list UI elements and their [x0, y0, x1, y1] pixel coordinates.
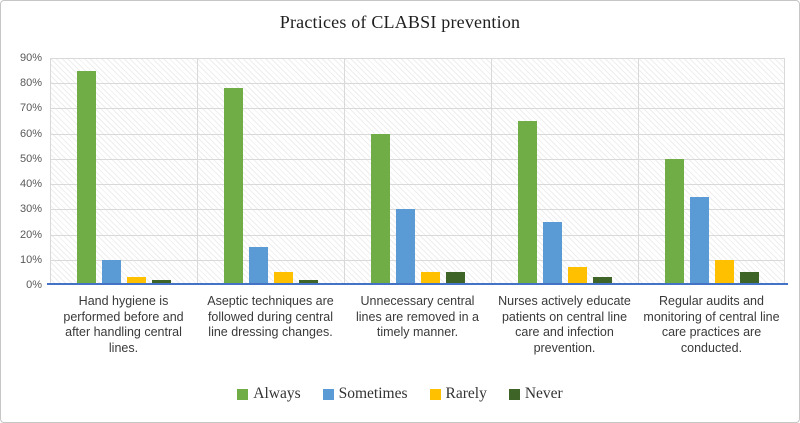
bar-rarely	[714, 259, 734, 285]
legend-marker-always	[237, 388, 249, 400]
y-tick-label: 0%	[26, 279, 42, 291]
y-tick-label: 70%	[19, 102, 42, 115]
gridline-h	[50, 133, 785, 135]
gridline-h	[50, 184, 785, 186]
bar-always	[664, 158, 684, 285]
category-label: Aseptic techniques are followed during c…	[207, 294, 334, 339]
gridline-h	[50, 209, 785, 211]
legend-item-always: Always	[237, 385, 301, 403]
bar-never	[739, 272, 759, 285]
gridline-v	[50, 58, 51, 285]
legend-label-sometimes: Sometimes	[338, 385, 408, 402]
bar-always	[223, 88, 243, 285]
y-tick-label: 40%	[19, 178, 42, 191]
bar-rarely	[126, 277, 146, 285]
legend: Always Sometimes Rarely Never	[1, 385, 799, 403]
category-axis-labels: Hand hygiene is performed before and aft…	[50, 294, 785, 356]
bar-sometimes	[542, 221, 562, 285]
gridline-h	[50, 158, 785, 160]
legend-label-always: Always	[253, 385, 301, 402]
gridline-h	[50, 58, 785, 59]
gridline-v	[784, 58, 785, 285]
bar-rarely	[567, 267, 587, 285]
y-tick-label: 10%	[19, 253, 42, 266]
bar-always	[370, 133, 390, 285]
x-axis-line	[47, 283, 788, 285]
bar-rarely	[420, 272, 440, 285]
gridline-v	[344, 58, 345, 285]
chart-title: Practices of CLABSI prevention	[279, 12, 521, 32]
y-tick-label: 20%	[19, 228, 42, 241]
bar-sometimes	[248, 247, 268, 285]
legend-item-never: Never	[508, 385, 563, 403]
bar-sometimes	[395, 209, 415, 285]
y-tick-label: 80%	[19, 77, 42, 90]
bar-never	[298, 279, 318, 285]
y-tick-label: 30%	[19, 203, 42, 216]
bar-always	[517, 121, 537, 285]
y-tick-label: 50%	[19, 152, 42, 165]
gridline-v	[197, 58, 198, 285]
bar-sometimes	[689, 196, 709, 285]
legend-label-rarely: Rarely	[445, 385, 487, 402]
bar-group	[638, 58, 785, 285]
plot-area	[50, 58, 785, 285]
gridline-h	[50, 234, 785, 236]
gridline-h	[50, 83, 785, 85]
gridline-h	[50, 259, 785, 261]
legend-item-sometimes: Sometimes	[322, 385, 408, 403]
bar-group	[491, 58, 638, 285]
gridline-v	[638, 58, 639, 285]
bar-never	[592, 277, 612, 285]
category-label: Regular audits and monitoring of central…	[643, 294, 780, 355]
legend-marker-sometimes	[322, 388, 334, 400]
bar-group	[197, 58, 344, 285]
gridline-h	[50, 108, 785, 110]
legend-item-rarely: Rarely	[429, 385, 487, 403]
category-label: Hand hygiene is performed before and aft…	[63, 294, 184, 355]
bar-group	[344, 58, 491, 285]
bar-sometimes	[101, 259, 121, 285]
y-tick-label: 90%	[19, 52, 42, 64]
bar-always	[76, 70, 96, 285]
category-label: Unnecessary central lines are removed in…	[356, 294, 479, 339]
bar-never	[445, 272, 465, 285]
bar-rarely	[273, 272, 293, 285]
legend-marker-rarely	[429, 388, 441, 400]
bar-group	[50, 58, 197, 285]
gridline-v	[491, 58, 492, 285]
bar-never	[151, 279, 171, 285]
category-label: Nurses actively educate patients on cent…	[498, 294, 631, 355]
legend-marker-never	[508, 388, 520, 400]
legend-label-never: Never	[524, 385, 563, 402]
y-tick-label: 60%	[19, 127, 42, 140]
